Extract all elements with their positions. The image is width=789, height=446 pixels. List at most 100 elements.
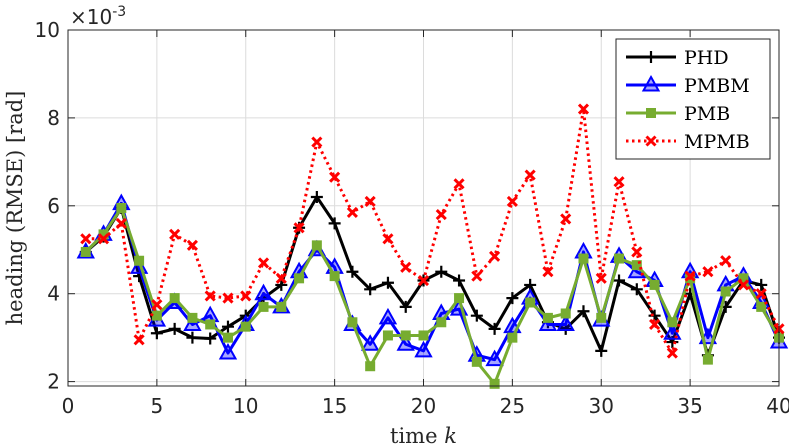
data-point-pmb [596,312,607,323]
data-point-mpmb [133,334,145,346]
data-point-mpmb [737,279,750,291]
axis-ticks: 0 5 10 15 20 25 30 35 40 2 4 6 8 10 [35,18,789,418]
data-point-mpmb [577,103,590,115]
legend-marker-mpmb [645,135,657,147]
data-point-pmbm [360,334,380,351]
data-point-pmb [400,330,411,341]
data-point-pmb [756,301,767,312]
data-point-pmb [507,332,518,343]
data-point-phd [381,276,394,289]
data-point-pmbm [538,314,558,331]
data-point-phd [364,283,377,296]
data-point-mpmb [755,288,767,300]
x-tick-label: 25 [500,394,525,418]
data-point-mpmb [417,274,430,287]
data-point-mpmb [204,290,216,302]
data-point-phd [310,191,323,204]
legend-marker-phd [645,51,657,63]
data-point-pmbm [378,307,398,325]
data-point-phd [506,292,519,305]
data-point-pmb [329,271,340,282]
data-point-pmbm [254,283,273,301]
legend-item-pmb: PMB [626,103,730,125]
data-point-mpmb [222,292,234,304]
data-point-phd [435,265,448,278]
legend-item-pmbm: PMBM [626,74,750,97]
data-point-pmb [454,293,465,304]
data-point-pmb [720,286,731,297]
data-point-mpmb [151,299,163,311]
data-point-pmb [489,378,500,389]
data-point-mpmb [453,178,465,190]
data-point-pmb [187,312,198,323]
data-point-phd [221,320,234,333]
data-point-pmb [205,319,216,330]
data-point-mpmb [560,213,572,225]
data-point-pmb [134,255,145,266]
data-point-mpmb [471,270,483,282]
x-axis-label: time k [390,424,457,446]
data-point-mpmb [97,233,110,245]
y-tick-label: 2 [47,370,60,394]
data-point-mpmb [649,318,661,331]
data-point-phd [168,322,181,335]
x-tick-label: 10 [233,394,258,418]
data-point-pmb [525,297,536,308]
data-point-pmb [169,293,180,304]
data-point-mpmb [115,217,127,229]
legend-marker-pmbm [641,74,661,92]
y-exponent-label: ×10-3 [70,4,126,29]
data-point-pmb [631,260,642,271]
data-point-pmbm [485,349,504,367]
x-tick-label: 0 [62,394,75,418]
data-point-mpmb [346,206,358,218]
data-point-pmb [80,246,91,257]
data-point-mpmb [542,266,554,278]
data-point-phd [470,309,483,322]
data-point-mpmb [364,195,376,207]
data-point-phd [577,305,590,318]
data-point-mpmb [435,209,447,221]
series-line-mpmb [85,107,781,355]
legend-marker-pmb [646,108,656,118]
data-point-pmb [294,273,305,284]
y-tick-label: 4 [47,282,60,306]
data-point-phd [346,265,359,278]
data-point-mpmb [169,228,181,240]
legend-label-phd: PHD [684,47,729,69]
x-tick-label: 20 [411,394,436,418]
x-tick-label: 5 [151,394,164,418]
data-point-mpmb [666,347,678,359]
data-point-pmb [542,312,553,323]
data-point-pmb [116,203,127,213]
data-point-pmb [436,317,447,328]
data-point-phd [488,322,501,335]
data-point-mpmb [275,272,287,284]
data-point-mpmb [257,257,270,269]
y-tick-label: 8 [47,106,60,130]
data-point-pmb [276,301,287,312]
data-point-pmbm [414,340,433,358]
data-point-pmb [649,279,660,290]
data-point-mpmb [400,261,412,273]
legend-label-pmb: PMB [684,103,730,125]
x-tick-label: 15 [322,394,347,418]
data-point-pmb [222,332,233,343]
data-point-pmb [578,253,589,264]
legend-box [615,38,771,160]
data-point-phd [613,274,626,287]
data-point-mpmb [595,272,607,284]
data-point-pmb [382,330,393,341]
data-point-mpmb [684,270,696,282]
data-point-mpmb [613,176,625,188]
data-point-phd [399,300,412,313]
legend-label-pmbm: PMBM [684,75,750,97]
data-point-mpmb [382,233,394,245]
data-point-pmbm [396,334,415,351]
data-point-mpmb [702,266,714,278]
data-point-pmb [365,361,376,372]
data-point-mpmb [240,290,252,302]
data-point-pmb [614,253,625,264]
data-point-phd [328,217,341,230]
